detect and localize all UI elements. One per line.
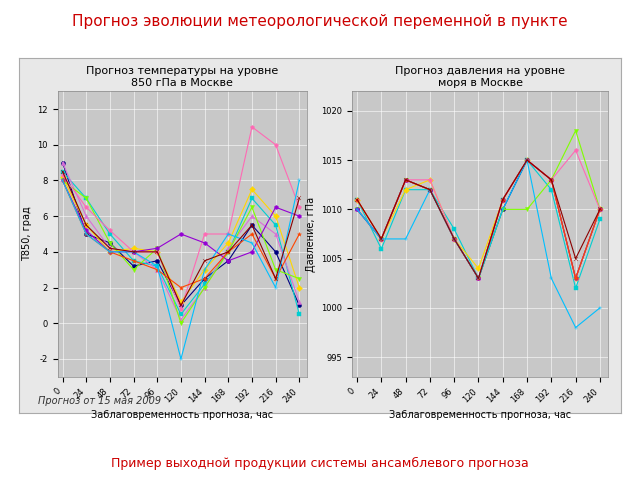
- Text: Пример выходной продукции системы ансамблевого прогноза: Пример выходной продукции системы ансамб…: [111, 457, 529, 470]
- Y-axis label: Давление, гПа: Давление, гПа: [306, 196, 316, 272]
- X-axis label: Заблаговременность прогноза, час: Заблаговременность прогноза, час: [389, 410, 571, 420]
- Title: Прогноз давления на уровне
моря в Москве: Прогноз давления на уровне моря в Москве: [395, 66, 565, 88]
- X-axis label: Заблаговременность прогноза, час: Заблаговременность прогноза, час: [92, 410, 273, 420]
- Y-axis label: Т850, град: Т850, град: [22, 206, 32, 262]
- Text: Прогноз эволюции метеорологической переменной в пункте: Прогноз эволюции метеорологической перем…: [72, 14, 568, 29]
- Title: Прогноз температуры на уровне
850 гПа в Москве: Прогноз температуры на уровне 850 гПа в …: [86, 66, 278, 88]
- Text: Прогноз от 15 мая 2009: Прогноз от 15 мая 2009: [38, 396, 161, 406]
